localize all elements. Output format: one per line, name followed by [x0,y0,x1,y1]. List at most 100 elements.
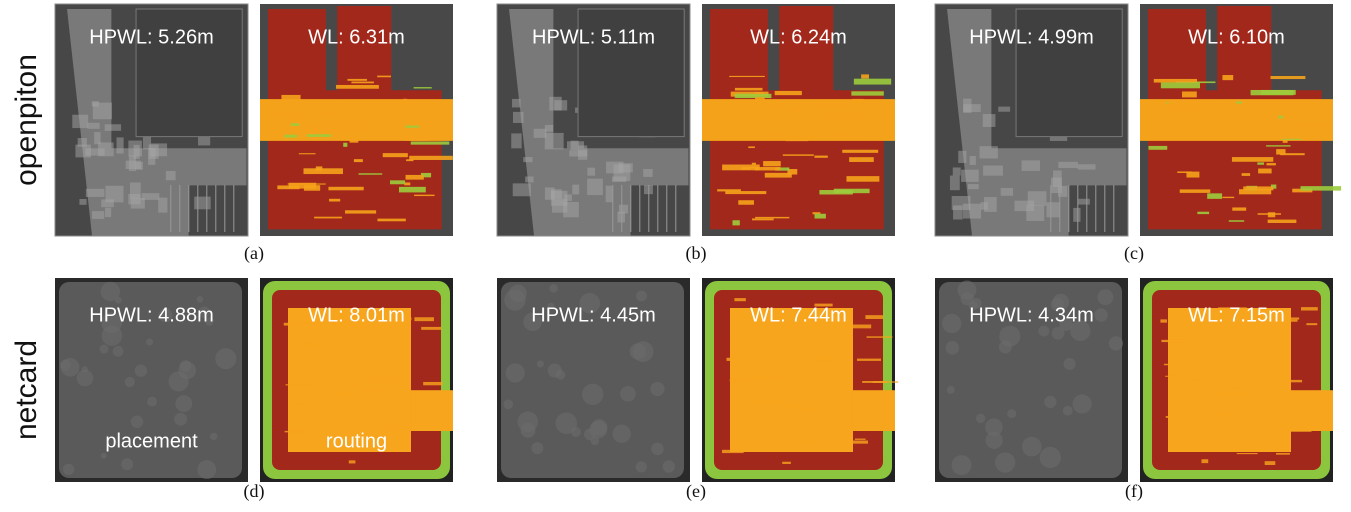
routing-wire [791,107,799,112]
cell-cluster [503,400,513,410]
routing-wire [792,331,796,334]
routing-wire [307,134,331,137]
routing-wire [377,219,405,222]
routing-wire [785,135,808,141]
routing-wire [285,431,303,432]
cell-cluster [158,198,167,213]
cell-cluster [79,199,86,205]
routing-wire [1176,102,1191,108]
cell-cluster [572,185,579,195]
cell-cluster [197,460,216,479]
routing-wire [289,183,317,189]
routing-wire [378,375,391,377]
cell-cluster [106,186,124,203]
routing-wire [414,195,434,196]
routing-wire [1161,340,1184,342]
routing-wire [321,378,331,379]
routing-wire [1227,388,1243,390]
routing-wire [1283,380,1302,382]
routing-wire [1209,344,1224,345]
routing-wire [414,317,434,321]
routing-wire [811,103,847,108]
cell-cluster [961,170,979,182]
routing-wire [1164,364,1182,365]
routing-wire [336,85,379,89]
routing-red-top [779,6,833,99]
routing-wire [1221,392,1246,395]
routing-wire [1160,319,1167,322]
cell-cluster [128,141,142,157]
cell-cluster [77,370,94,387]
wl-label: WL: 6.10m [1188,26,1285,48]
cell-cluster [102,325,123,346]
cell-cluster [1064,358,1076,370]
routing-wire [329,199,340,202]
hpwl-label: HPWL: 4.99m [969,26,1093,48]
cell-cluster [651,443,664,456]
routing-wire [345,210,376,213]
routing-wire [1232,207,1246,210]
cell-cluster [1040,447,1061,468]
cell-cluster [952,196,971,210]
cell-cluster [545,133,564,149]
routing-wire [1189,380,1198,382]
cell-cluster [620,386,636,402]
cell-cluster [1095,308,1108,321]
wl-label: WL: 6.31m [308,26,405,48]
cell-cluster [1063,406,1073,416]
cell-cluster [963,104,980,112]
routing-wire [821,133,860,138]
routing-wire [764,103,781,107]
cell-cluster [612,425,630,443]
cell-cluster [968,184,979,189]
cell-cluster [504,289,525,310]
routing-wire [404,182,410,185]
cell-cluster [589,421,607,439]
cell-cluster [556,370,566,380]
cell-cluster [210,433,217,440]
routing-wire [1201,459,1208,463]
routing-wire [1222,197,1234,198]
routing-wire [814,156,827,158]
cell-cluster [142,193,160,200]
routing-wire [735,88,763,91]
routing-wire [1154,79,1197,83]
routing-wire [774,350,778,353]
routing-wire [862,381,887,383]
cell-cluster [523,157,532,162]
routing-wire [281,95,300,101]
routing-wire [299,343,317,346]
routing-wire [1268,220,1297,223]
row-label: netcard [10,340,43,440]
cell-cluster [953,167,961,175]
routing-wire [1222,75,1233,80]
cell-cluster [87,123,99,129]
routing-red-top [1217,6,1271,99]
routing-wire [332,121,369,124]
routing-wire [1257,162,1264,164]
cell-cluster [121,458,133,470]
routing-wire [1276,453,1290,455]
cell-cluster [636,291,647,302]
cell-cluster [126,161,141,169]
routing-wire [294,404,306,405]
routing-wire [792,396,822,397]
cell-cluster [650,382,664,396]
cell-cluster [99,345,108,354]
routing-wire [383,153,408,157]
routing-wire [725,191,766,194]
cell-cluster [60,360,71,371]
routing-wire [406,159,413,161]
cell-cluster [1022,160,1040,171]
cell-cluster [976,414,985,423]
cell-cluster [1001,188,1013,196]
cell-cluster [983,114,996,127]
routing-wire [855,439,866,440]
cell-cluster [169,371,189,391]
cell-cluster [942,314,961,333]
routing-wire [854,79,891,85]
routing-wire [813,357,838,360]
hpwl-label: HPWL: 4.45m [531,304,655,326]
routing-wire [852,99,863,103]
cell-cluster [952,455,972,475]
